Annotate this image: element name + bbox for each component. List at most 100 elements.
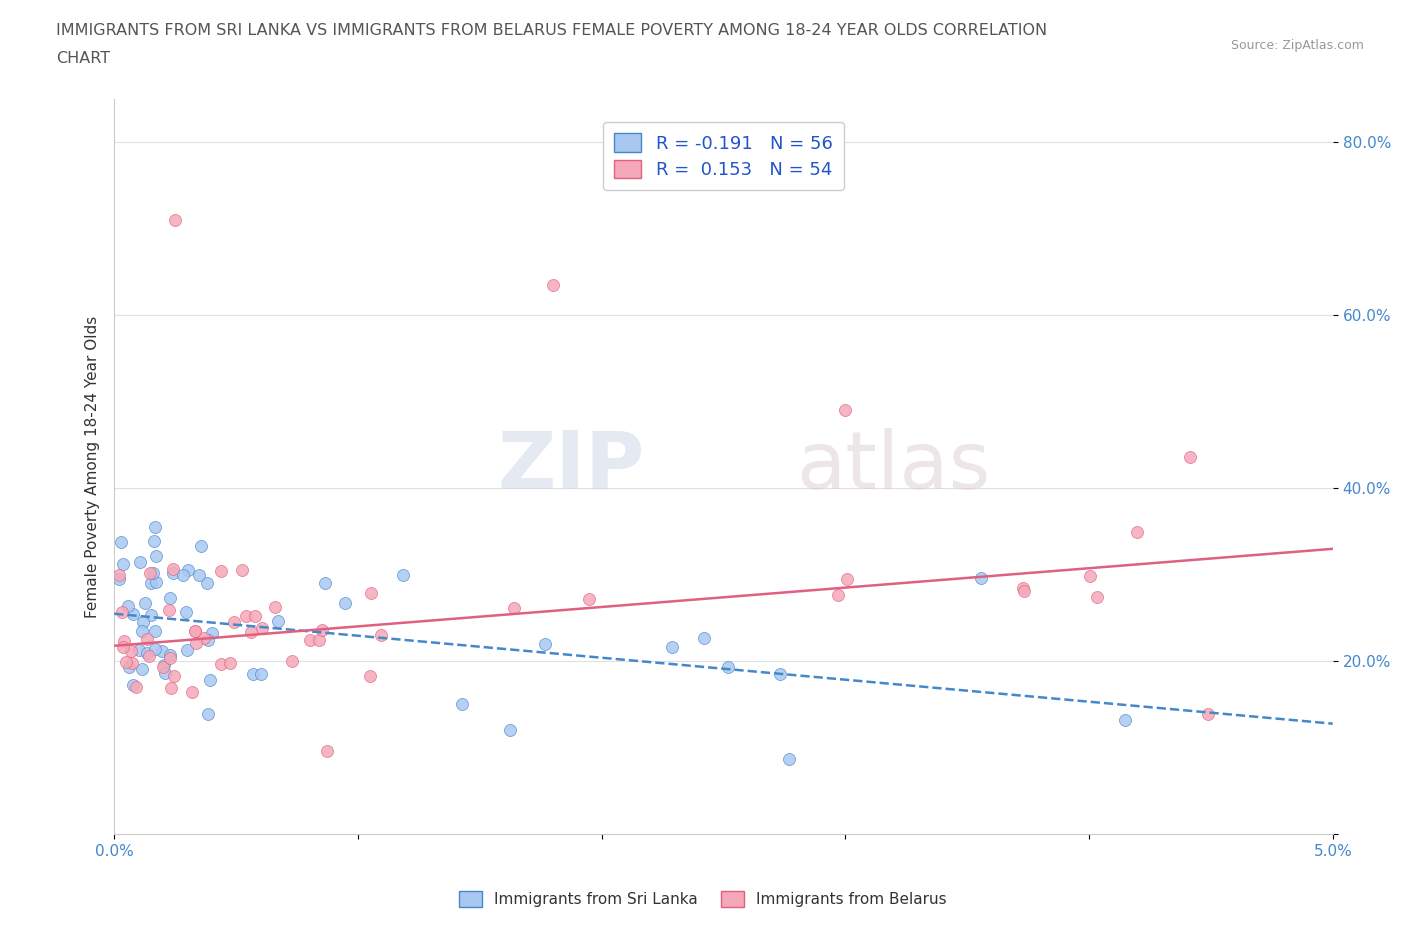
Point [165,212,187,227]
Point [112,634,135,649]
Point [316,743,339,758]
Point [128,643,150,658]
Text: ZIP: ZIP [498,428,644,506]
Text: Source: ZipAtlas.com: Source: ZipAtlas.com [1230,39,1364,52]
Text: CHART: CHART [56,51,110,66]
Point [252,620,274,635]
Point [184,624,207,639]
Point [159,647,181,662]
Point [152,659,174,674]
Point [359,669,381,684]
Point [451,697,474,711]
Point [121,656,143,671]
Point [128,554,150,569]
Point [231,563,253,578]
Point [142,565,165,580]
Point [827,587,849,602]
Point [134,595,156,610]
Point [835,572,858,587]
Point [1125,525,1147,539]
Point [145,575,167,590]
Point [145,549,167,564]
Point [201,625,224,640]
Point [970,571,993,586]
Point [1011,580,1033,595]
Point [112,556,135,571]
Point [239,624,262,639]
Point [1012,583,1035,598]
Point [209,564,232,578]
Text: atlas: atlas [797,428,991,506]
Legend: R = -0.191   N = 56, R =  0.153   N = 54: R = -0.191 N = 56, R = 0.153 N = 54 [603,123,844,190]
Point [111,604,134,619]
Point [174,604,197,619]
Point [250,666,273,681]
Point [117,599,139,614]
Point [1197,707,1219,722]
Point [172,567,194,582]
Point [139,566,162,581]
Point [360,586,382,601]
Point [186,635,208,650]
Point [693,631,716,645]
Point [141,607,163,622]
Point [1114,712,1136,727]
Point [143,642,166,657]
Point [153,666,176,681]
Point [1178,449,1201,464]
Point [242,666,264,681]
Point [122,606,145,621]
Point [333,596,356,611]
Point [392,567,415,582]
Point [197,707,219,722]
Point [224,615,246,630]
Point [195,576,218,591]
Point [534,637,557,652]
Point [118,659,141,674]
Point [131,623,153,638]
Point [190,538,212,553]
Point [120,644,142,658]
Point [267,614,290,629]
Point [163,669,186,684]
Point [193,631,215,645]
Point [131,615,153,630]
Point [125,679,148,694]
Point [834,403,856,418]
Point [139,575,162,590]
Point [184,623,207,638]
Text: IMMIGRANTS FROM SRI LANKA VS IMMIGRANTS FROM BELARUS FEMALE POVERTY AMONG 18-24 : IMMIGRANTS FROM SRI LANKA VS IMMIGRANTS … [56,23,1047,38]
Point [114,655,136,670]
Point [159,651,181,666]
Point [176,643,198,658]
Point [281,654,304,669]
Point [122,677,145,692]
Point [187,567,209,582]
Point [150,644,173,658]
Point [107,572,129,587]
Point [131,661,153,676]
Point [503,601,526,616]
Point [111,639,134,654]
Point [145,624,167,639]
Y-axis label: Female Poverty Among 18-24 Year Olds: Female Poverty Among 18-24 Year Olds [86,315,100,618]
Point [162,565,184,580]
Point [578,591,600,606]
Point [299,632,322,647]
Point [541,277,564,292]
Point [136,645,159,660]
Point [143,534,166,549]
Point [1078,568,1101,583]
Point [159,591,181,605]
Point [716,659,738,674]
Point [162,561,184,576]
Point [263,600,285,615]
Point [499,722,522,737]
Point [108,568,131,583]
Point [370,628,392,643]
Point [311,622,333,637]
Point [245,608,267,623]
Point [180,684,202,699]
Point [153,658,176,672]
Point [138,649,160,664]
